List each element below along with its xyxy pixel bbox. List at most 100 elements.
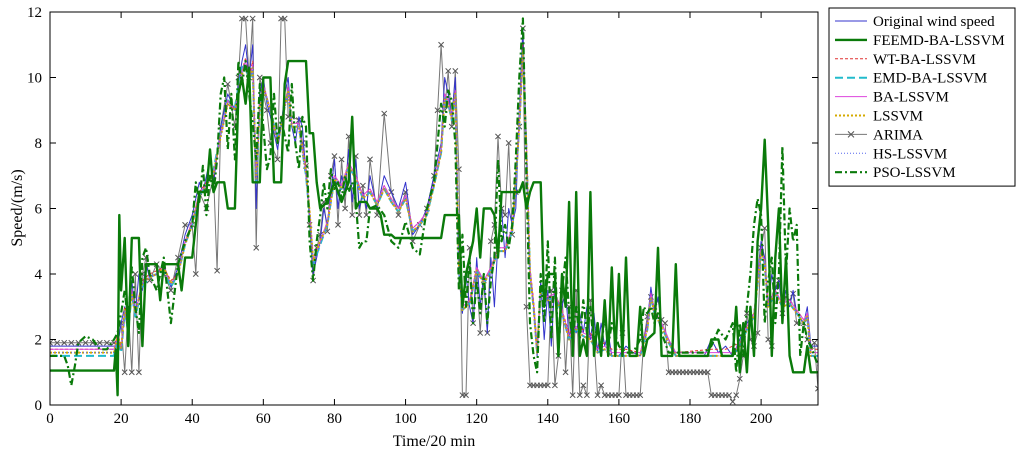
x-tick-label: 140 xyxy=(537,411,560,427)
legend-label: FEEMD-BA-LSSVM xyxy=(873,33,1005,49)
y-tick-label: 2 xyxy=(35,333,43,349)
legend-item: ARIMA xyxy=(835,127,923,143)
data-point-marker xyxy=(61,339,68,346)
data-point-marker xyxy=(349,212,356,219)
data-point-marker xyxy=(637,392,644,399)
y-tick-label: 6 xyxy=(35,202,43,218)
legend-item: WT-BA-LSSVM xyxy=(835,52,976,68)
legend-label: LSSVM xyxy=(873,109,923,125)
data-point-marker xyxy=(743,310,750,317)
data-point-marker xyxy=(96,339,103,346)
legend: Original wind speed FEEMD-BA-LSSVM WT-BA-L… xyxy=(828,7,1016,187)
x-axis: 0 20 40 60 80 100 120 140 160 180 200 xyxy=(46,12,772,427)
x-tick-label: 0 xyxy=(46,411,54,427)
legend-label: PSO-LSSVM xyxy=(873,165,956,181)
x-tick-label: 60 xyxy=(256,411,271,427)
data-point-marker xyxy=(359,182,366,189)
legend-label: WT-BA-LSSVM xyxy=(873,52,976,68)
x-tick-label: 40 xyxy=(185,411,200,427)
y-tick-label: 4 xyxy=(35,267,43,283)
x-tick-label: 180 xyxy=(679,411,702,427)
data-point-marker xyxy=(434,107,441,114)
data-point-marker xyxy=(381,110,388,117)
data-point-marker xyxy=(765,336,772,343)
data-point-marker xyxy=(68,339,75,346)
data-point-marker xyxy=(811,339,818,346)
data-point-marker xyxy=(82,339,89,346)
data-point-marker xyxy=(182,221,189,228)
data-point-marker xyxy=(733,392,740,399)
x-tick-label: 20 xyxy=(114,411,129,427)
series-line-pso-lssvm xyxy=(50,17,818,387)
y-tick-label: 12 xyxy=(27,5,42,21)
legend-item: Original wind speed xyxy=(835,14,995,30)
series-layer xyxy=(50,15,818,405)
data-point-marker xyxy=(242,15,249,22)
data-point-marker xyxy=(103,339,110,346)
legend-label: HS-LSSVM xyxy=(873,146,947,162)
x-tick-label: 120 xyxy=(465,411,488,427)
x-tick-label: 200 xyxy=(750,411,773,427)
plot-background xyxy=(50,12,818,405)
data-point-marker xyxy=(729,398,736,405)
y-axis: 0 2 4 6 8 10 12 xyxy=(27,5,818,414)
data-point-marker xyxy=(562,369,569,376)
data-point-marker xyxy=(452,67,459,74)
data-point-marker xyxy=(583,392,590,399)
data-point-marker xyxy=(662,320,669,327)
y-tick-label: 8 xyxy=(35,136,43,152)
data-point-marker xyxy=(615,392,622,399)
legend-label: EMD-BA-LSSVM xyxy=(873,71,987,87)
data-point-marker xyxy=(331,153,338,160)
data-point-marker xyxy=(445,67,452,74)
x-tick-label: 160 xyxy=(608,411,631,427)
series-pso-lssvm xyxy=(50,17,818,387)
data-point-marker xyxy=(761,225,768,232)
data-point-marker xyxy=(367,156,373,163)
data-point-marker xyxy=(487,238,494,245)
data-point-marker xyxy=(463,392,469,399)
data-point-marker xyxy=(274,156,281,163)
data-point-marker xyxy=(256,74,263,81)
data-point-marker xyxy=(815,385,818,392)
data-point-marker xyxy=(167,287,174,294)
data-point-marker xyxy=(594,392,601,399)
data-point-marker xyxy=(726,392,733,399)
data-point-marker xyxy=(477,329,484,336)
x-tick-label: 100 xyxy=(394,411,417,427)
y-tick-label: 0 xyxy=(35,398,43,414)
x-tick-label: 80 xyxy=(327,411,342,427)
data-point-marker xyxy=(505,140,512,146)
data-point-marker xyxy=(54,339,61,346)
y-axis-label: Speed/(m/s) xyxy=(9,169,26,246)
data-point-marker xyxy=(128,369,135,376)
series-feemd-ba-lssvm xyxy=(50,59,818,397)
data-point-marker xyxy=(249,15,256,22)
legend-label: ARIMA xyxy=(873,127,923,143)
legend-item: EMD-BA-LSSVM xyxy=(835,71,987,87)
data-point-marker xyxy=(704,369,711,376)
data-point-marker xyxy=(253,244,260,251)
legend-label: BA-LSSVM xyxy=(873,90,949,106)
series-line-feemd-ba-lssvm xyxy=(50,59,818,397)
data-point-marker xyxy=(135,369,142,376)
data-point-marker xyxy=(338,156,345,163)
data-point-marker xyxy=(580,382,587,389)
data-point-marker xyxy=(523,303,530,310)
y-tick-label: 10 xyxy=(27,71,42,87)
legend-item: PSO-LSSVM xyxy=(835,165,956,181)
legend-label: Original wind speed xyxy=(873,14,995,30)
data-point-marker xyxy=(598,382,605,389)
data-point-marker xyxy=(342,205,349,212)
data-point-marker xyxy=(502,212,509,219)
data-point-marker xyxy=(192,271,199,277)
legend-item: LSSVM xyxy=(835,109,923,125)
legend-item: HS-LSSVM xyxy=(835,146,947,162)
data-point-marker xyxy=(736,375,743,382)
data-point-marker xyxy=(335,221,341,228)
x-axis-label: Time/20 min xyxy=(393,433,476,450)
data-point-marker xyxy=(224,81,231,88)
data-point-marker xyxy=(50,339,53,346)
